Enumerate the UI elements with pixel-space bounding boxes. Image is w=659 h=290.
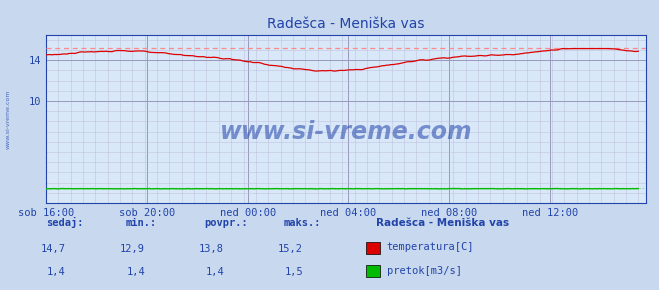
Text: www.si-vreme.com: www.si-vreme.com	[5, 89, 11, 149]
Text: 1,4: 1,4	[206, 267, 224, 278]
Text: min.:: min.:	[125, 218, 156, 228]
Text: Radešca - Meniška vas: Radešca - Meniška vas	[376, 218, 509, 228]
Text: 1,5: 1,5	[285, 267, 303, 278]
Text: pretok[m3/s]: pretok[m3/s]	[387, 266, 462, 275]
Text: 15,2: 15,2	[278, 244, 303, 254]
Text: 13,8: 13,8	[199, 244, 224, 254]
Text: maks.:: maks.:	[283, 218, 321, 228]
Text: temperatura[C]: temperatura[C]	[387, 242, 474, 252]
Text: sedaj:: sedaj:	[46, 217, 84, 228]
Text: 12,9: 12,9	[120, 244, 145, 254]
Title: Radešca - Meniška vas: Radešca - Meniška vas	[268, 17, 424, 31]
Text: 1,4: 1,4	[127, 267, 145, 278]
Text: povpr.:: povpr.:	[204, 218, 248, 228]
Text: www.si-vreme.com: www.si-vreme.com	[219, 120, 473, 144]
Text: 1,4: 1,4	[47, 267, 66, 278]
Text: 14,7: 14,7	[41, 244, 66, 254]
